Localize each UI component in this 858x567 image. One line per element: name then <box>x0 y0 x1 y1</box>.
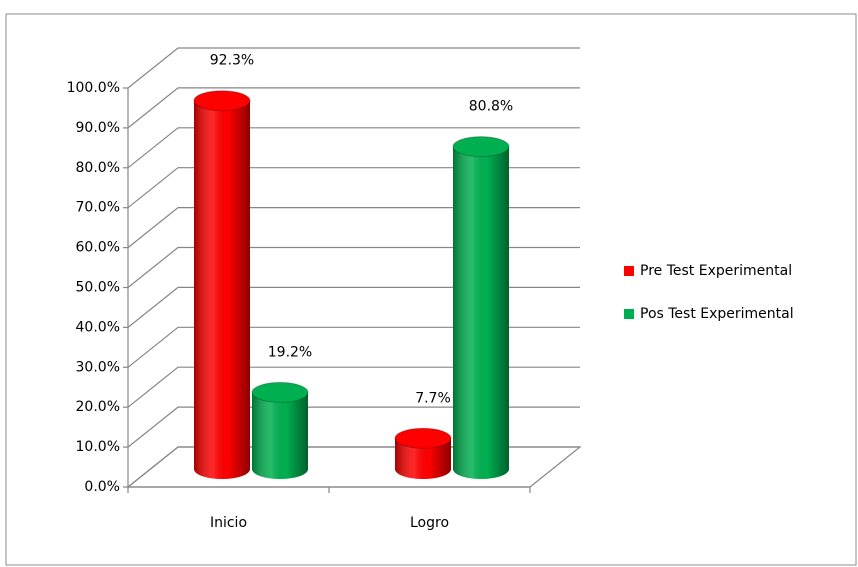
value-label: 80.8% <box>469 99 513 115</box>
grid-line <box>127 47 580 89</box>
y-tick-label: 70.0% <box>76 200 120 216</box>
x-tick-label: Logro <box>410 515 449 531</box>
y-tick-label: 10.0% <box>76 439 120 455</box>
grid-line <box>127 246 580 288</box>
bar-shade <box>453 146 509 479</box>
grid-line <box>127 406 580 448</box>
x-tick-label: Inicio <box>210 515 247 531</box>
grid-line <box>127 87 580 129</box>
bar-top <box>251 381 309 403</box>
legend-swatch <box>624 309 634 319</box>
legend-swatch <box>624 266 634 276</box>
y-tick-label: 30.0% <box>76 359 120 375</box>
grid-line <box>127 127 580 169</box>
y-tick-label: 90.0% <box>76 120 120 136</box>
y-tick-label: 60.0% <box>76 240 120 256</box>
grid-line <box>127 286 580 328</box>
legend-label: Pre Test Experimental <box>640 263 792 279</box>
legend-label: Pos Test Experimental <box>640 306 794 322</box>
grid-line <box>127 366 580 408</box>
bar-top <box>452 136 510 158</box>
value-label: 92.3% <box>210 53 254 69</box>
grid-line <box>127 167 580 209</box>
y-tick-label: 80.0% <box>76 160 120 176</box>
value-label: 7.7% <box>415 390 451 406</box>
bar-top <box>394 427 452 449</box>
y-tick-label: 20.0% <box>76 399 120 415</box>
y-tick-label: 100.0% <box>67 80 120 96</box>
bar-shade <box>194 100 250 480</box>
grid-line <box>127 326 580 368</box>
bar-shade <box>252 392 308 479</box>
value-label: 19.2% <box>268 344 312 360</box>
bar-shade <box>395 438 451 479</box>
y-tick-label: 0.0% <box>84 479 120 495</box>
bar-top <box>193 90 251 112</box>
y-tick-label: 50.0% <box>76 280 120 296</box>
y-tick-label: 40.0% <box>76 319 120 335</box>
frame <box>5 13 857 566</box>
grid-line <box>127 207 580 249</box>
